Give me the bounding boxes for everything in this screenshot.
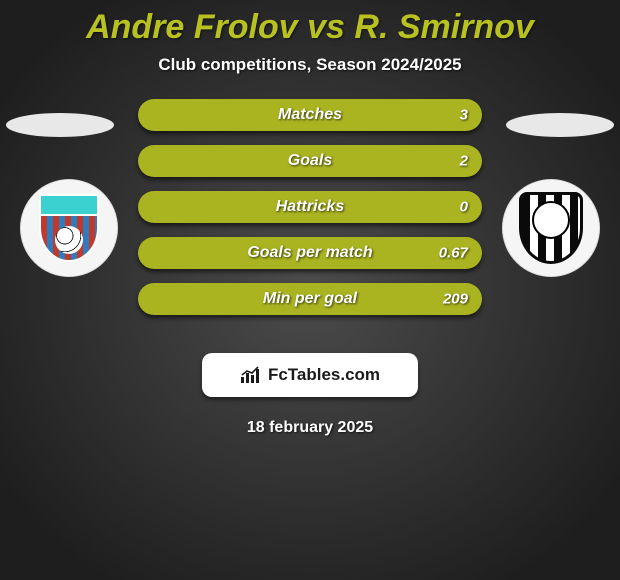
stat-row-goals: Goals 2 <box>138 145 482 177</box>
stat-label: Matches <box>278 106 342 124</box>
stat-value-right: 209 <box>443 291 468 308</box>
kalev-crest <box>502 179 600 277</box>
crest-shield-icon <box>39 194 99 262</box>
paide-linnameeskond-crest <box>20 179 118 277</box>
player-right-ellipse <box>506 113 614 137</box>
bar-chart-icon <box>240 366 262 384</box>
stat-row-hattricks: Hattricks 0 <box>138 191 482 223</box>
page-title: Andre Frolov vs R. Smirnov <box>0 8 620 47</box>
stat-label: Hattricks <box>276 198 344 216</box>
stat-label: Goals per match <box>247 244 372 262</box>
stats-column: Matches 3 Goals 2 Hattricks 0 Goals per … <box>138 99 482 315</box>
stat-row-min-per-goal: Min per goal 209 <box>138 283 482 315</box>
stat-label: Goals <box>288 152 332 170</box>
stat-value-right: 0.67 <box>439 245 468 262</box>
stat-row-goals-per-match: Goals per match 0.67 <box>138 237 482 269</box>
page-subtitle: Club competitions, Season 2024/2025 <box>0 55 620 75</box>
branding-text: FcTables.com <box>268 365 380 385</box>
stat-label: Min per goal <box>263 290 357 308</box>
comparison-infographic: Andre Frolov vs R. Smirnov Club competit… <box>0 0 620 580</box>
football-icon <box>55 226 83 254</box>
stat-value-right: 2 <box>460 153 468 170</box>
stat-value-right: 3 <box>460 107 468 124</box>
main-row: Matches 3 Goals 2 Hattricks 0 Goals per … <box>0 99 620 329</box>
stat-value-right: 0 <box>460 199 468 216</box>
stat-row-matches: Matches 3 <box>138 99 482 131</box>
crest-shield-icon <box>519 192 583 264</box>
branding-badge: FcTables.com <box>202 353 418 397</box>
player-left-ellipse <box>6 113 114 137</box>
date-line: 18 february 2025 <box>0 419 620 437</box>
